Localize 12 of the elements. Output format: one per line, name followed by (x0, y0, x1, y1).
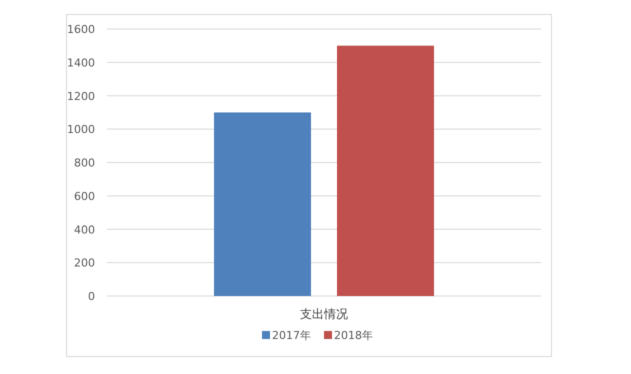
y-tick-label: 200 (74, 256, 95, 270)
y-tick-label: 1200 (67, 90, 95, 103)
legend-label: 2018年 (334, 329, 373, 342)
x-tick-label: 支出情况 (300, 307, 348, 321)
y-tick-label: 1400 (67, 56, 95, 70)
y-tick-label: 600 (74, 190, 95, 203)
y-tick-label: 400 (74, 223, 95, 236)
legend-label: 2017年 (272, 329, 311, 342)
y-tick-label: 1000 (67, 123, 95, 136)
y-tick-label: 0 (88, 290, 95, 303)
y-tick-label: 1600 (67, 23, 95, 36)
y-tick-label: 800 (74, 156, 95, 170)
